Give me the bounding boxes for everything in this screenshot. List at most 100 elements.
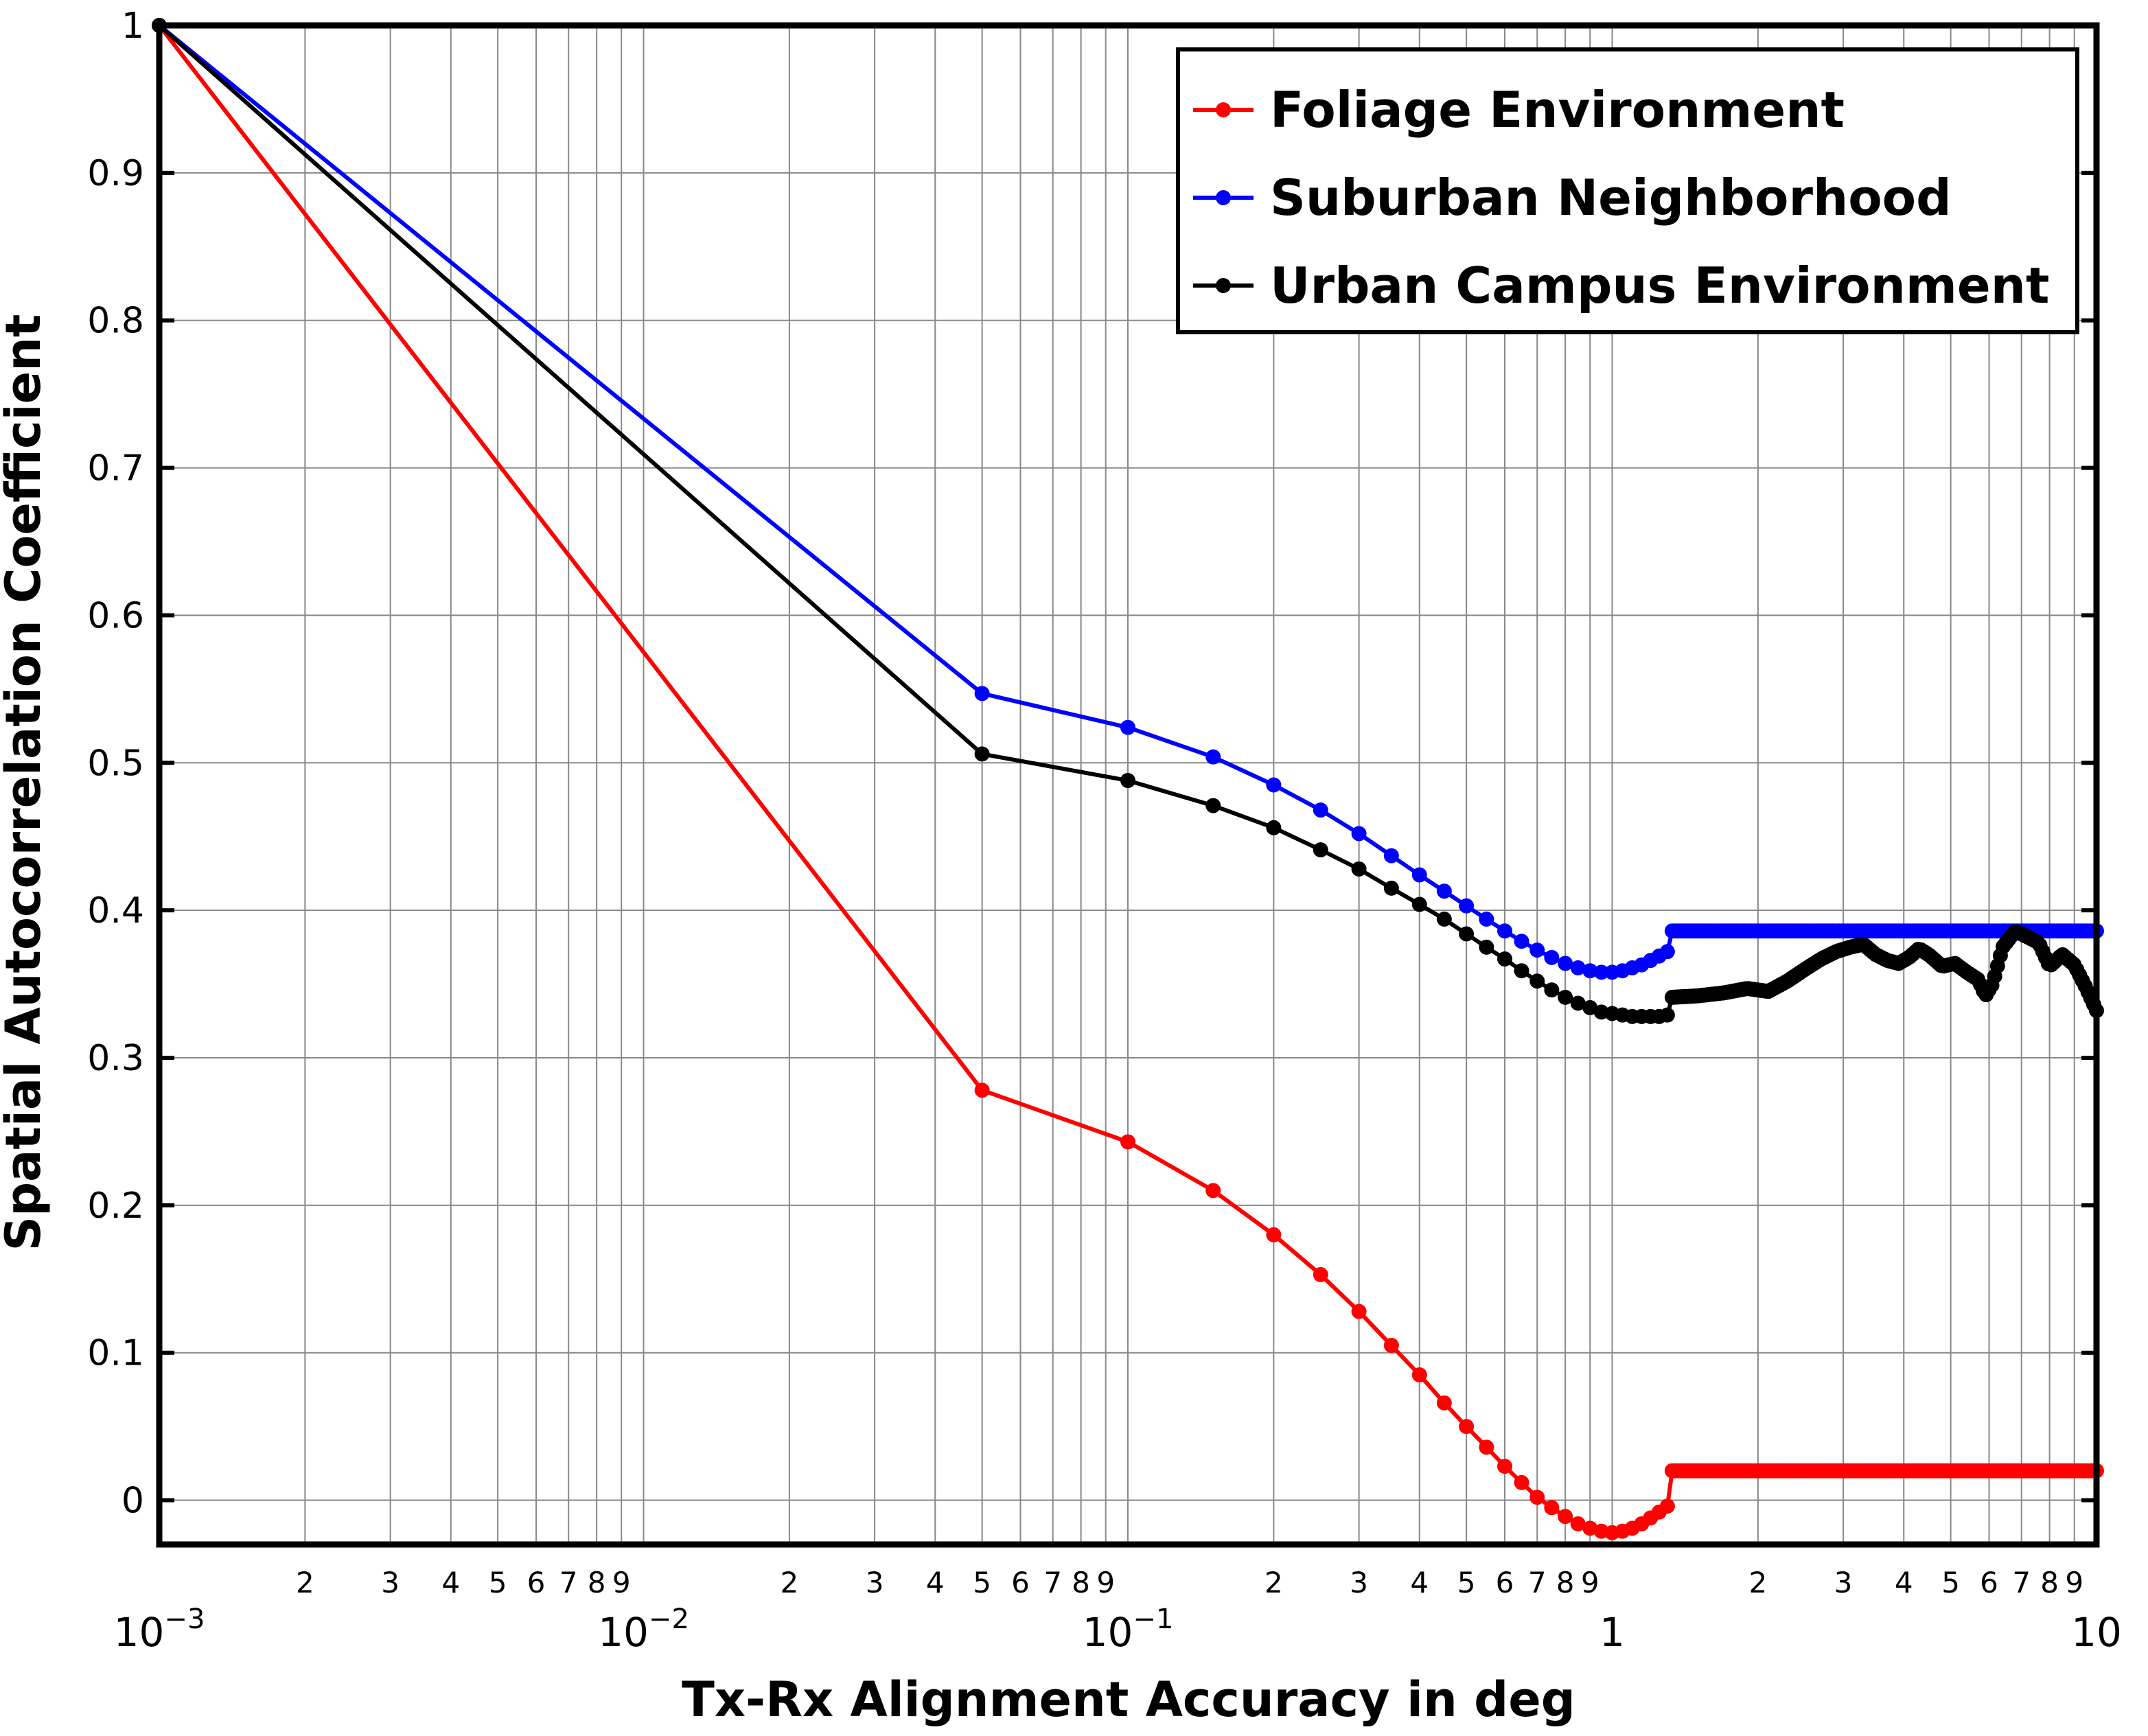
data-point — [1514, 1474, 1529, 1490]
y-tick-label: 0.1 — [87, 1333, 144, 1374]
data-point — [1479, 1439, 1494, 1455]
data-point — [1120, 1134, 1135, 1150]
legend-label: Urban Campus Environment — [1270, 257, 2049, 314]
x-minor-tick-label: 5 — [489, 1566, 507, 1599]
series-0 — [152, 18, 2104, 1540]
x-tick-label: 10 — [2071, 1609, 2122, 1656]
series-1 — [152, 18, 2104, 980]
data-point — [1479, 939, 1494, 955]
y-tick-labels: 0 0.1 0.2 0.3 0.4 0.5 0.6 0.7 0.8 0.9 1 — [87, 5, 2097, 1522]
legend: Foliage Environment Suburban Neighborhood… — [1176, 47, 2079, 334]
x-minor-tick-label: 8 — [588, 1566, 606, 1599]
x-minor-tick-label: 9 — [1581, 1566, 1600, 1599]
data-point — [974, 746, 990, 762]
data-point — [1544, 982, 1560, 998]
data-point — [1570, 960, 1586, 975]
data-point — [1383, 848, 1399, 864]
data-point — [1205, 798, 1221, 813]
x-minor-tick-label: 6 — [1496, 1566, 1514, 1599]
data-point — [1411, 867, 1427, 883]
data-point — [1529, 942, 1545, 958]
data-point — [1514, 934, 1529, 949]
data-point — [1582, 963, 1598, 979]
data-point — [1313, 802, 1328, 818]
data-point — [1479, 912, 1494, 927]
y-tick-label: 0.8 — [87, 301, 144, 342]
data-point — [1383, 880, 1399, 896]
data-point — [1411, 896, 1427, 912]
y-axis-label: Spatial Autocorrelation Coefficient — [0, 314, 51, 1251]
y-tick-label: 0.4 — [87, 890, 144, 931]
x-minor-tick-label: 7 — [559, 1566, 578, 1599]
x-minor-tick-label: 4 — [1410, 1566, 1429, 1599]
data-point — [1659, 1498, 1675, 1514]
data-point — [1544, 1500, 1560, 1516]
x-minor-tick-label: 5 — [973, 1566, 991, 1599]
x-tick-label: 10−1 — [1083, 1604, 1174, 1656]
data-point — [1558, 989, 1573, 1005]
legend-box — [1176, 47, 2079, 334]
data-point — [1570, 1516, 1586, 1531]
data-point — [1514, 963, 1529, 979]
x-minor-tick-label: 8 — [1072, 1566, 1090, 1599]
data-point — [1351, 861, 1367, 877]
x-minor-tick-label: 6 — [527, 1566, 546, 1599]
x-minor-tick-label: 5 — [1941, 1566, 1960, 1599]
x-minor-tick-label: 7 — [1528, 1566, 1547, 1599]
data-point — [974, 686, 990, 702]
x-minor-tick-label: 2 — [1264, 1566, 1283, 1599]
y-tick-label: 0.7 — [87, 448, 144, 489]
data-point — [1497, 951, 1512, 967]
legend-marker — [1216, 278, 1231, 293]
data-point — [1582, 1520, 1598, 1536]
data-point — [1558, 1509, 1573, 1525]
x-tick-label: 10−3 — [114, 1604, 205, 1656]
data-point — [1436, 1395, 1452, 1411]
x-minor-tick-label: 3 — [381, 1566, 400, 1599]
x-minor-tick-label: 9 — [1096, 1566, 1115, 1599]
x-minor-tick-label: 4 — [1895, 1566, 1913, 1599]
data-point — [1205, 749, 1221, 765]
x-minor-tick-label: 5 — [1457, 1566, 1476, 1599]
data-point — [1459, 926, 1475, 942]
legend-items: Foliage Environment Suburban Neighborhood… — [1193, 81, 2049, 314]
data-point — [1313, 1266, 1328, 1282]
legend-label: Suburban Neighborhood — [1270, 169, 1952, 227]
plot-series — [152, 18, 2104, 1540]
x-minor-tick-label: 3 — [1350, 1566, 1368, 1599]
x-minor-tick-label: 8 — [1556, 1566, 1575, 1599]
data-point — [1266, 777, 1282, 793]
series-2 — [152, 18, 2104, 1024]
x-minor-tick-label: 9 — [612, 1566, 631, 1599]
y-tick-label: 1 — [122, 5, 144, 47]
y-tick-label: 0.2 — [87, 1185, 144, 1227]
data-point — [1459, 1419, 1475, 1435]
x-minor-tick-label: 6 — [1980, 1566, 1998, 1599]
x-minor-tick-label: 4 — [926, 1566, 945, 1599]
data-point — [1582, 999, 1598, 1015]
x-minor-tick-label: 9 — [2065, 1566, 2083, 1599]
y-tick-label: 0.5 — [87, 743, 144, 784]
data-point — [1659, 944, 1675, 960]
data-point — [1659, 1007, 1675, 1023]
x-tick-label: 10−2 — [598, 1604, 689, 1656]
y-tick-label: 0 — [122, 1481, 144, 1522]
legend-label: Foliage Environment — [1270, 81, 1845, 139]
x-minor-tick-label: 2 — [1749, 1566, 1768, 1599]
data-point — [1436, 883, 1452, 899]
data-point — [1120, 773, 1135, 789]
y-tick-label: 0.3 — [87, 1038, 144, 1079]
data-point — [1436, 912, 1452, 927]
x-minor-tick-label: 7 — [2012, 1566, 2031, 1599]
x-minor-tick-label: 3 — [1834, 1566, 1853, 1599]
data-point — [1593, 964, 1609, 980]
data-point — [1529, 973, 1545, 989]
data-point — [1459, 898, 1475, 914]
x-minor-tick-label: 2 — [781, 1566, 799, 1599]
y-tick-label: 0.6 — [87, 595, 144, 636]
x-minor-tick-label: 6 — [1011, 1566, 1030, 1599]
data-point — [1411, 1367, 1427, 1382]
legend-marker — [1216, 190, 1231, 205]
data-point — [1351, 1304, 1367, 1319]
